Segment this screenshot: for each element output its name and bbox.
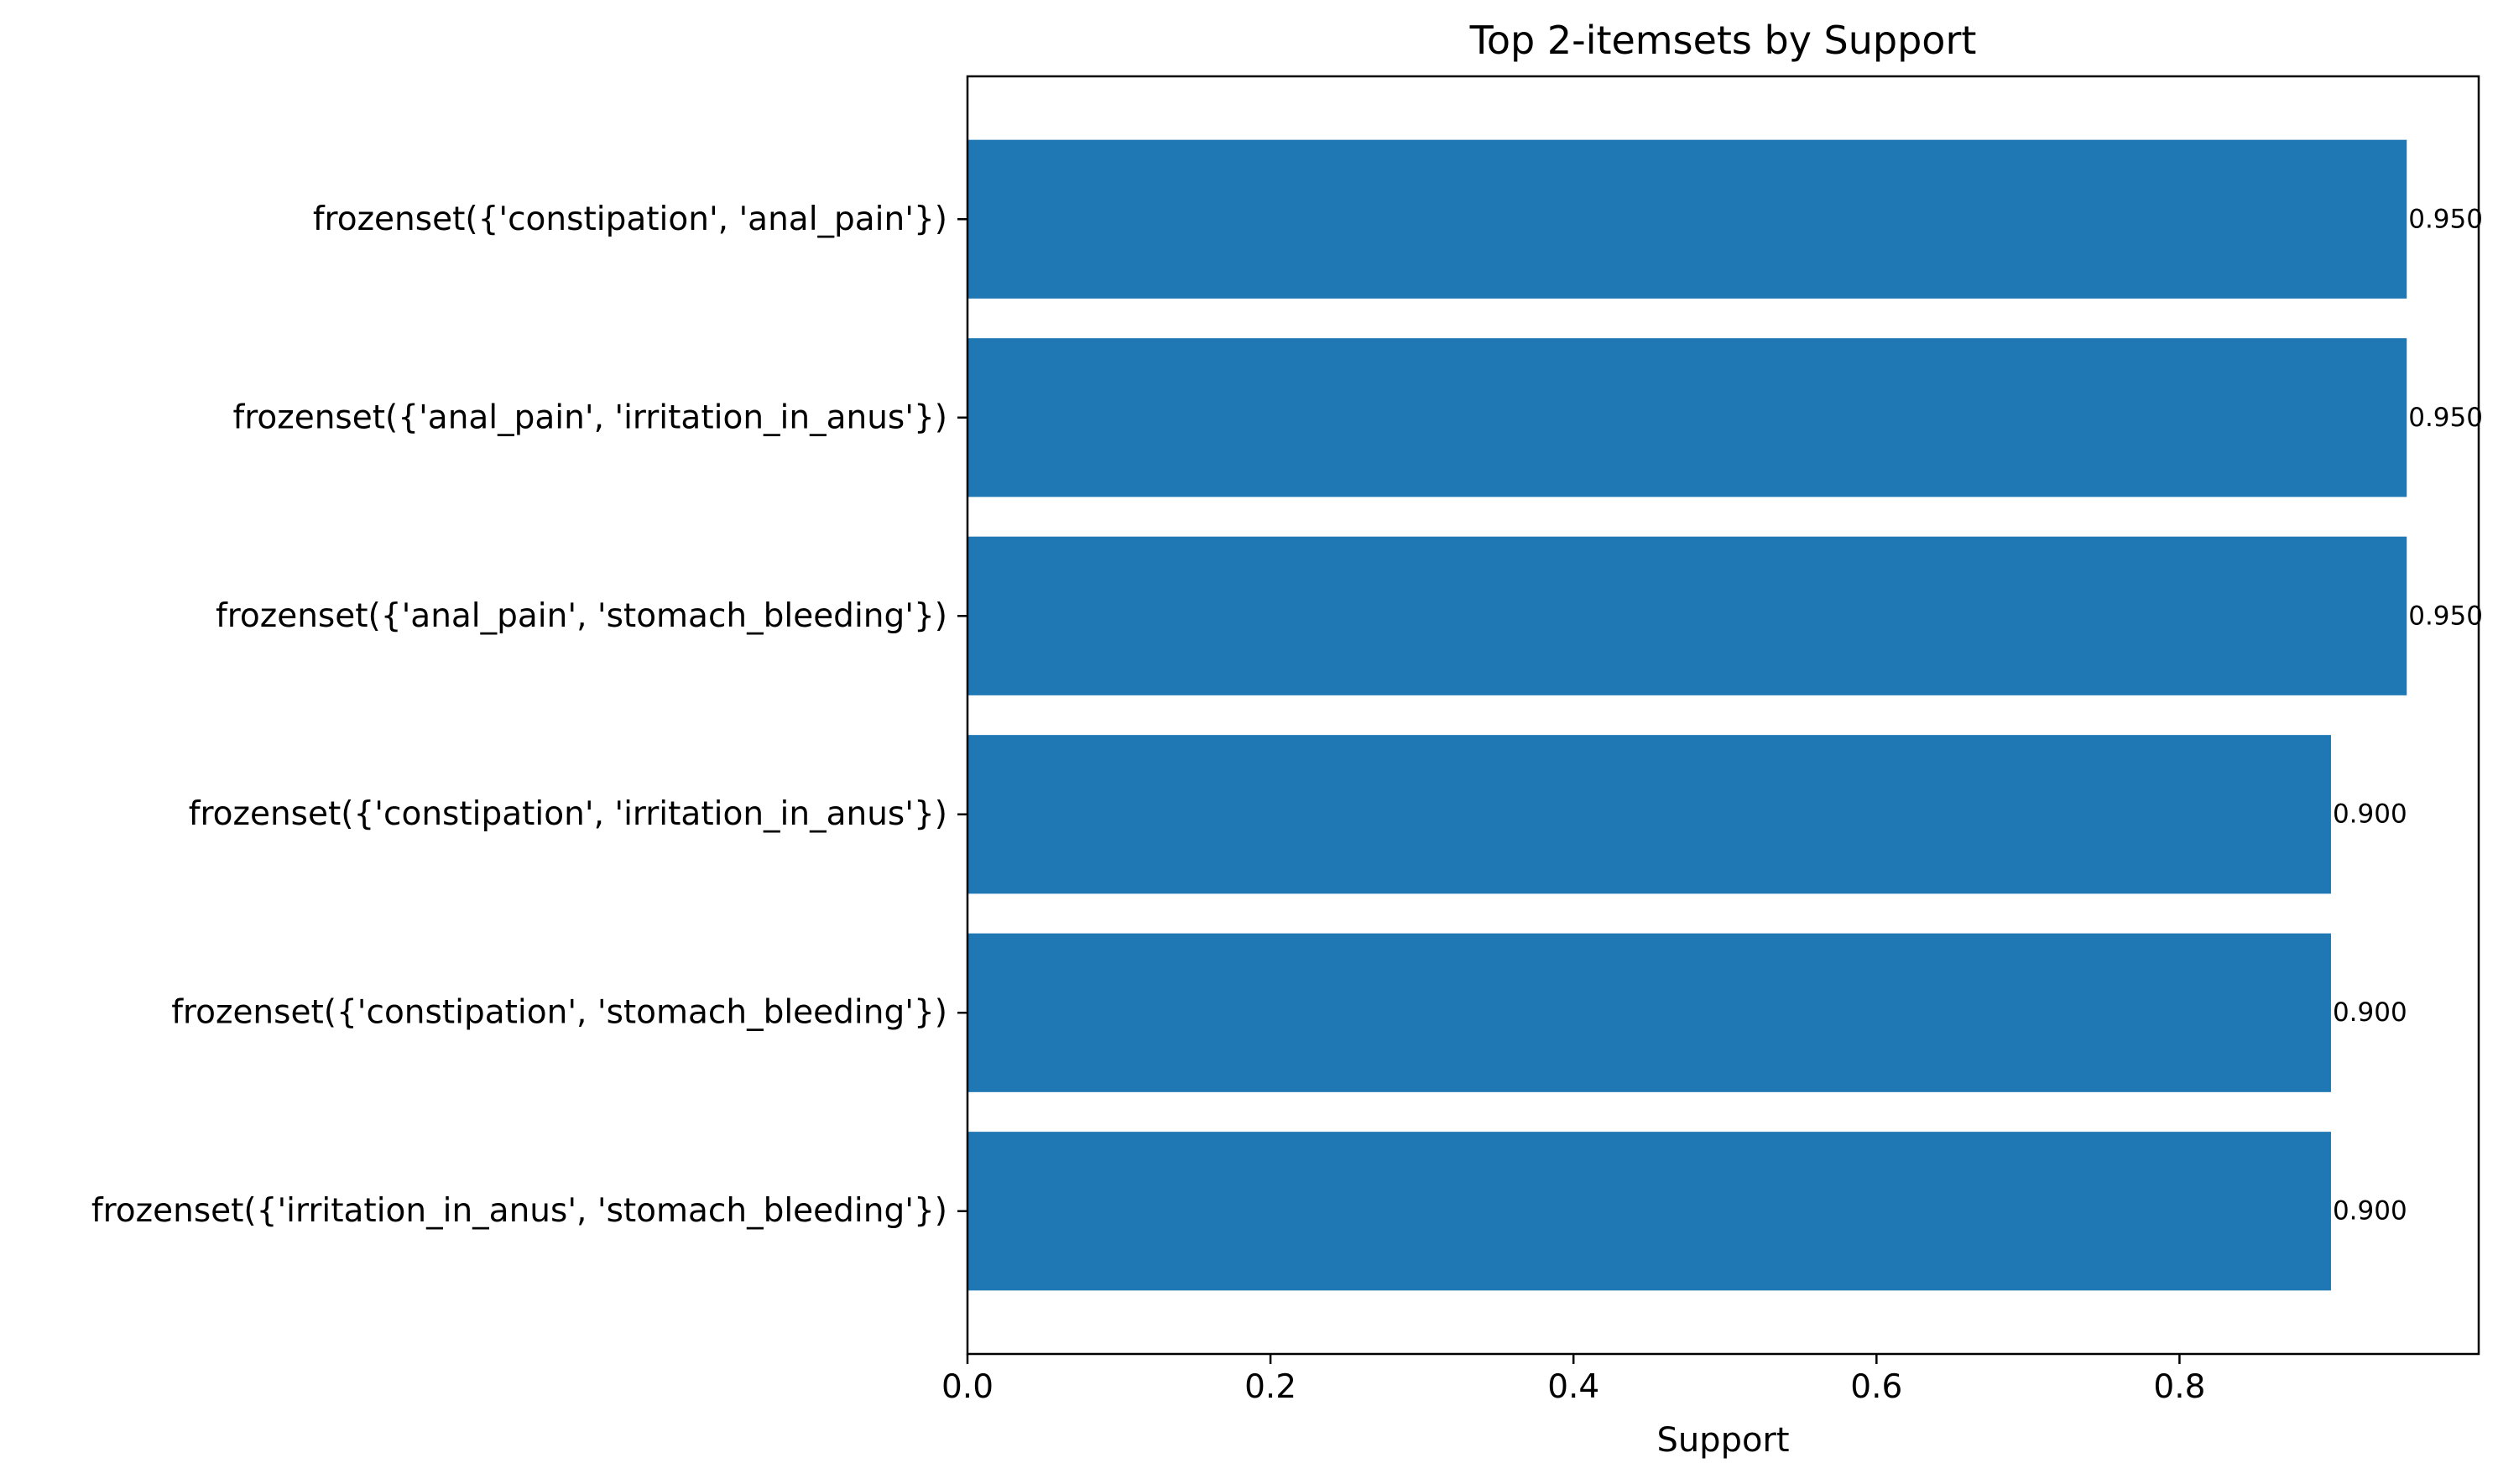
y-tick-label-3: frozenset({'constipation', 'irritation_i… <box>189 795 947 833</box>
bar-value-label-1: 0.950 <box>2408 403 2483 433</box>
bars-layer <box>967 139 2407 1291</box>
bar-value-label-0: 0.950 <box>2408 204 2483 234</box>
bar-3 <box>967 735 2331 894</box>
x-tick-label-4: 0.8 <box>2153 1368 2205 1406</box>
bar-value-label-3: 0.900 <box>2333 799 2407 830</box>
x-tick-label-2: 0.4 <box>1547 1368 1599 1406</box>
bar-4 <box>967 933 2331 1092</box>
y-tick-label-2: frozenset({'anal_pain', 'stomach_bleedin… <box>216 597 947 635</box>
bar-value-label-2: 0.950 <box>2408 601 2483 631</box>
bar-value-label-4: 0.900 <box>2333 997 2407 1028</box>
y-tick-label-4: frozenset({'constipation', 'stomach_blee… <box>171 994 947 1032</box>
x-tick-label-1: 0.2 <box>1244 1368 1296 1406</box>
bar-2 <box>967 536 2407 695</box>
y-tick-label-1: frozenset({'anal_pain', 'irritation_in_a… <box>232 398 947 436</box>
y-tick-label-0: frozenset({'constipation', 'anal_pain'}) <box>313 200 947 238</box>
bar-0 <box>967 139 2407 299</box>
y-axis: frozenset({'constipation', 'anal_pain'})… <box>91 200 967 1230</box>
bar-5 <box>967 1132 2331 1291</box>
bar-1 <box>967 338 2407 497</box>
chart-title: Top 2-itemsets by Support <box>1469 18 1977 63</box>
x-axis: 0.0 0.2 0.4 0.6 0.8 <box>941 1354 2205 1406</box>
plot-frame <box>966 75 2480 1356</box>
bar-value-label-5: 0.900 <box>2333 1196 2407 1226</box>
x-tick-label-0: 0.0 <box>941 1368 993 1406</box>
y-tick-label-5: frozenset({'irritation_in_anus', 'stomac… <box>91 1192 947 1230</box>
x-tick-label-3: 0.6 <box>1850 1368 1902 1406</box>
data-labels-layer: 0.950 0.950 0.950 0.900 0.900 0.900 <box>2333 204 2483 1226</box>
x-axis-label: Support <box>1656 1421 1789 1460</box>
